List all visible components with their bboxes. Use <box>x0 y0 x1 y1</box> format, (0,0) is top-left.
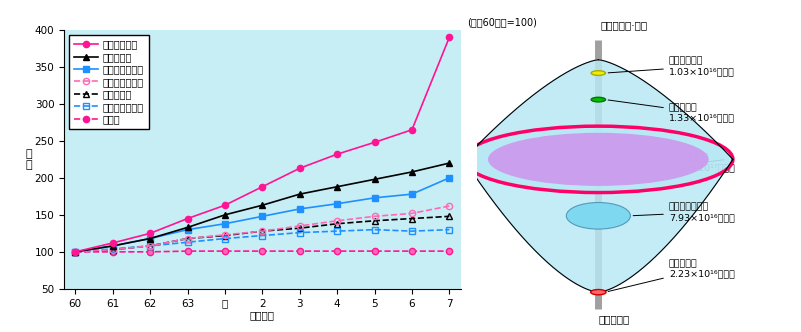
Text: 選択可能情報量
3.94×10¹⁷ワード: 選択可能情報量 3.94×10¹⁷ワード <box>669 153 735 172</box>
Text: 発信情報量
1.33×10¹⁶ワード: 発信情報量 1.33×10¹⁶ワード <box>608 100 735 123</box>
Text: 情報の消費: 情報の消費 <box>598 314 630 324</box>
Legend: 原発信情報量, 発信情報量, 選択可能情報量, 消費可能情報量, 消費情報量, 実質国内総生産, 総人口: 原発信情報量, 発信情報量, 選択可能情報量, 消費可能情報量, 消費情報量, … <box>69 35 149 129</box>
Y-axis label: 指
数: 指 数 <box>26 148 32 170</box>
Polygon shape <box>464 159 733 292</box>
Ellipse shape <box>591 97 606 102</box>
Ellipse shape <box>488 133 709 186</box>
X-axis label: （年度）: （年度） <box>250 310 275 320</box>
Text: 消費情報量
2.23×10¹⁶ワード: 消費情報量 2.23×10¹⁶ワード <box>608 259 735 291</box>
Text: 消費可能情報量
7.93×10¹⁶ワード: 消費可能情報量 7.93×10¹⁶ワード <box>633 203 735 222</box>
Text: 原発信情報量
1.03×10¹⁶ワード: 原発信情報量 1.03×10¹⁶ワード <box>608 57 735 76</box>
Ellipse shape <box>591 71 606 75</box>
Text: 情報の作成·発信: 情報の作成·発信 <box>601 20 647 30</box>
Ellipse shape <box>464 126 733 193</box>
Ellipse shape <box>566 203 630 229</box>
Ellipse shape <box>590 290 606 295</box>
Polygon shape <box>464 60 733 159</box>
Text: (昭和60年度=100): (昭和60年度=100) <box>467 17 537 27</box>
